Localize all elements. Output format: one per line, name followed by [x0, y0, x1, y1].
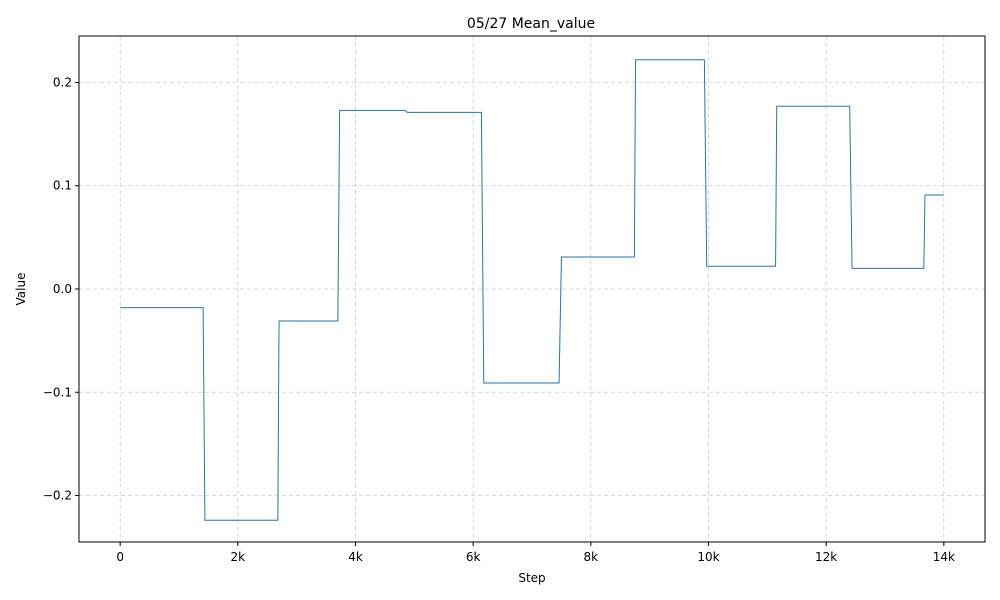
x-tick-label: 2k — [231, 550, 246, 564]
y-axis: −0.2 −0.1 0.0 0.1 0.2 — [43, 75, 79, 503]
x-tick-label: 10k — [697, 550, 719, 564]
y-tick-label: 0.1 — [53, 179, 72, 193]
series-layer — [120, 59, 944, 521]
grid — [79, 36, 985, 542]
x-axis: 0 2k 4k 6k 8k 10k 12k 14k — [116, 542, 955, 564]
y-axis-label: Value — [14, 273, 28, 306]
x-tick-label: 14k — [933, 550, 955, 564]
x-tick-label: 0 — [116, 550, 124, 564]
x-tick-label: 8k — [584, 550, 599, 564]
y-tick-label: −0.2 — [43, 489, 72, 503]
x-tick-label: 4k — [348, 550, 363, 564]
x-tick-label: 12k — [815, 550, 837, 564]
y-tick-label: 0.0 — [53, 282, 72, 296]
y-tick-label: 0.2 — [53, 75, 72, 89]
series-line — [120, 59, 944, 521]
x-tick-label: 6k — [466, 550, 481, 564]
chart-title: 05/27 Mean_value — [467, 16, 595, 32]
x-axis-label: Step — [518, 571, 545, 585]
y-tick-label: −0.1 — [43, 385, 72, 399]
